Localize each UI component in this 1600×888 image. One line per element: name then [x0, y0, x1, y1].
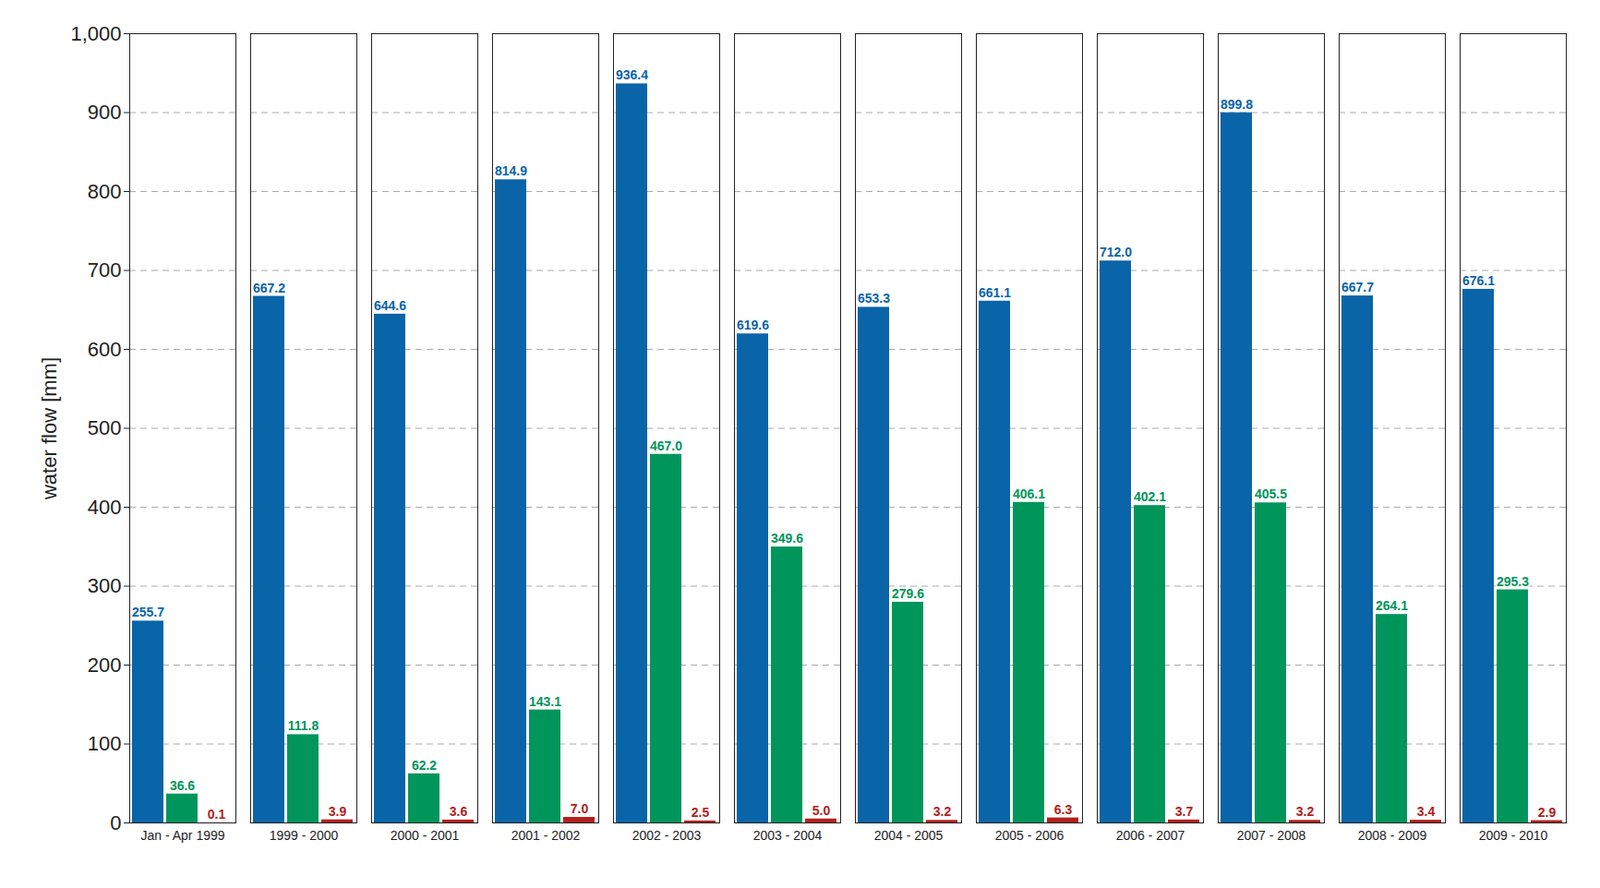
svg-text:700: 700	[87, 258, 122, 282]
svg-text:264.1: 264.1	[1375, 598, 1408, 614]
svg-text:111.8: 111.8	[288, 718, 320, 734]
svg-text:255.7: 255.7	[132, 604, 165, 620]
svg-text:Jan - Apr 1999: Jan - Apr 1999	[140, 828, 225, 843]
svg-text:900: 900	[87, 100, 122, 124]
svg-text:3.4: 3.4	[1417, 804, 1436, 819]
svg-text:600: 600	[87, 337, 122, 361]
svg-text:402.1: 402.1	[1133, 489, 1167, 505]
svg-text:667.2: 667.2	[252, 280, 286, 296]
svg-text:295.3: 295.3	[1496, 573, 1529, 589]
svg-text:143.1: 143.1	[529, 694, 562, 710]
svg-text:2001 - 2002: 2001 - 2002	[511, 828, 581, 843]
svg-text:2.9: 2.9	[1538, 805, 1557, 820]
svg-text:349.6: 349.6	[770, 530, 804, 546]
svg-text:644.6: 644.6	[373, 298, 407, 313]
svg-text:936.4: 936.4	[615, 67, 649, 83]
svg-text:279.6: 279.6	[891, 586, 925, 602]
svg-text:400: 400	[87, 495, 122, 519]
svg-text:2006 - 2007: 2006 - 2007	[1116, 828, 1186, 843]
svg-text:2008 - 2009: 2008 - 2009	[1358, 828, 1428, 843]
svg-text:2003 - 2004: 2003 - 2004	[753, 828, 823, 843]
svg-text:467.0: 467.0	[649, 438, 683, 454]
svg-text:water flow [mm]: water flow [mm]	[37, 357, 61, 501]
svg-text:3.7: 3.7	[1175, 804, 1194, 819]
svg-text:100: 100	[87, 732, 122, 756]
svg-text:2000 - 2001: 2000 - 2001	[390, 828, 460, 843]
svg-text:653.3: 653.3	[857, 290, 891, 306]
svg-text:36.6: 36.6	[169, 778, 195, 794]
svg-text:6.3: 6.3	[1054, 802, 1073, 818]
svg-text:667.7: 667.7	[1341, 279, 1374, 295]
svg-text:2004 - 2005: 2004 - 2005	[874, 828, 944, 843]
svg-text:3.9: 3.9	[328, 804, 348, 819]
svg-text:619.6: 619.6	[736, 317, 770, 333]
svg-text:0: 0	[109, 811, 121, 835]
svg-text:500: 500	[87, 416, 122, 440]
svg-text:3.2: 3.2	[1296, 804, 1315, 819]
svg-text:2.5: 2.5	[691, 805, 710, 820]
svg-text:200: 200	[87, 653, 122, 677]
svg-text:5.0: 5.0	[812, 803, 831, 819]
svg-text:1,000: 1,000	[70, 22, 121, 46]
svg-text:1999 - 2000: 1999 - 2000	[269, 828, 339, 843]
svg-text:0.1: 0.1	[207, 806, 227, 822]
svg-text:712.0: 712.0	[1099, 244, 1132, 260]
svg-text:899.8: 899.8	[1220, 96, 1253, 112]
svg-text:800: 800	[87, 180, 122, 204]
svg-text:3.6: 3.6	[449, 804, 469, 819]
svg-text:2002 - 2003: 2002 - 2003	[632, 828, 702, 843]
svg-text:7.0: 7.0	[570, 801, 590, 817]
svg-text:406.1: 406.1	[1012, 486, 1046, 502]
svg-text:62.2: 62.2	[411, 757, 437, 773]
svg-text:405.5: 405.5	[1254, 486, 1288, 502]
svg-text:2007 - 2008: 2007 - 2008	[1237, 828, 1307, 843]
svg-text:2005 - 2006: 2005 - 2006	[995, 828, 1065, 843]
svg-text:2009 - 2010: 2009 - 2010	[1479, 828, 1549, 843]
svg-text:676.1: 676.1	[1462, 273, 1495, 289]
svg-text:3.2: 3.2	[933, 804, 952, 819]
svg-text:814.9: 814.9	[494, 163, 528, 179]
svg-text:661.1: 661.1	[978, 285, 1011, 301]
svg-text:300: 300	[87, 574, 122, 598]
